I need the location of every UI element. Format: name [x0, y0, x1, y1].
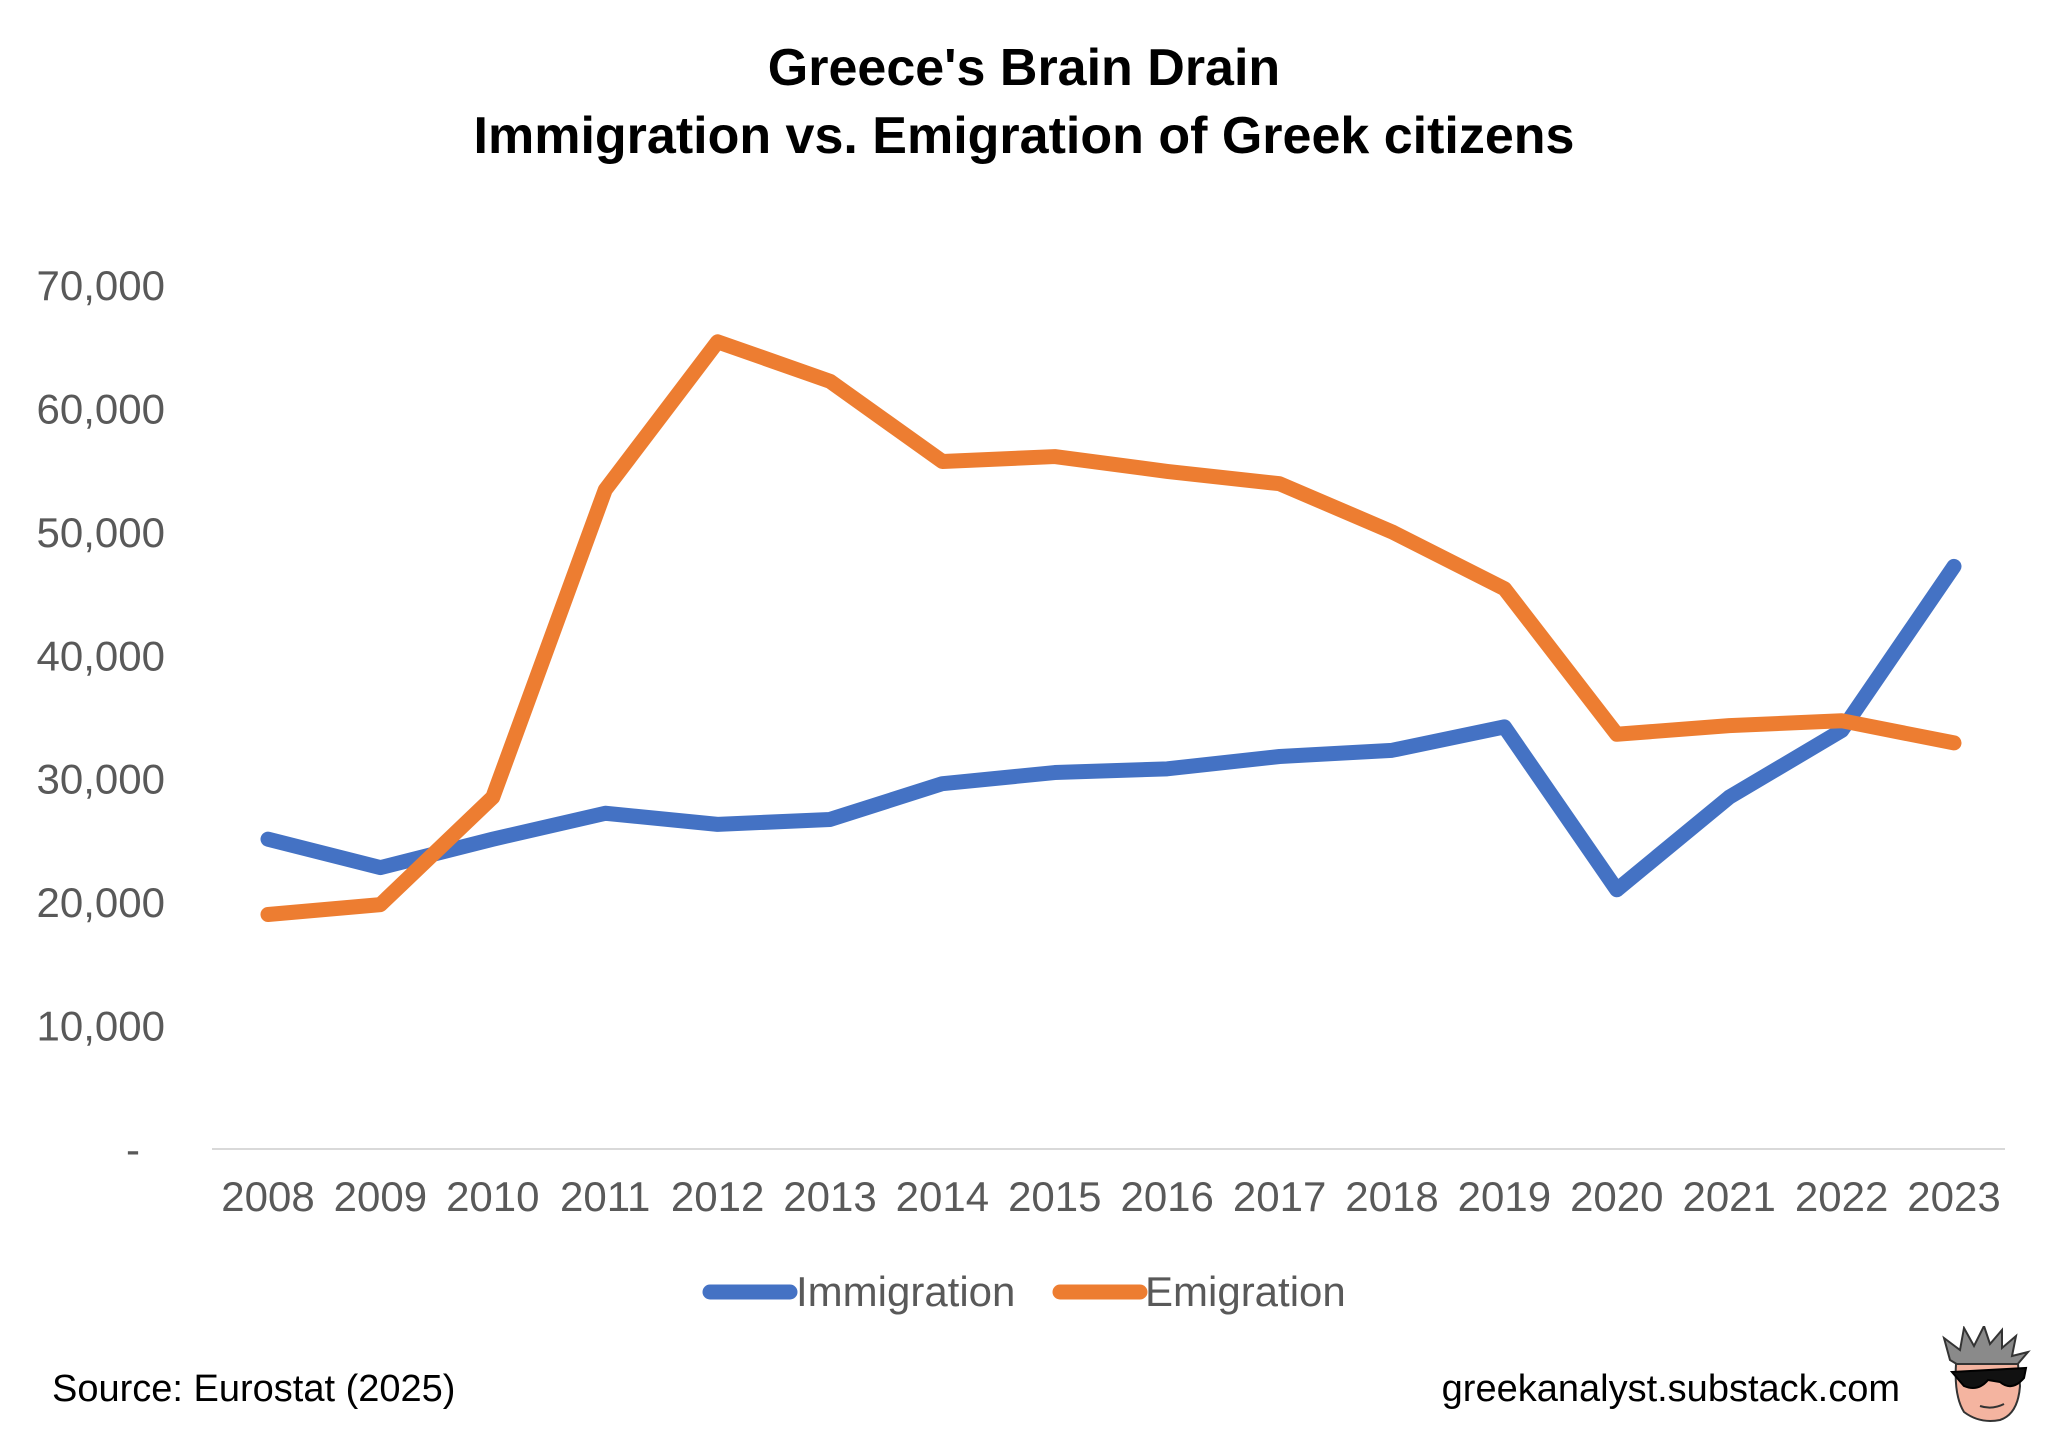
- legend-item-immigration: Immigration: [702, 1268, 1015, 1315]
- source-note: Source: Eurostat (2025): [52, 1368, 456, 1410]
- y-tick-label: 50,000: [37, 509, 165, 556]
- y-tick-label: 20,000: [37, 879, 165, 926]
- x-tick-label: 2013: [783, 1173, 876, 1220]
- x-tick-label: 2014: [896, 1173, 989, 1220]
- x-tick-label: 2010: [446, 1173, 539, 1220]
- x-tick-label: 2009: [334, 1173, 427, 1220]
- x-tick-label: 2012: [671, 1173, 764, 1220]
- x-tick-label: 2022: [1795, 1173, 1888, 1220]
- x-axis: 2008 2009 2010 2011 2012 2013 2014 2015 2016 2017…: [221, 1173, 2000, 1220]
- x-tick-label: 2019: [1458, 1173, 1551, 1220]
- x-tick-label: 2021: [1682, 1173, 1775, 1220]
- series-line-immigration: [260, 558, 1962, 898]
- x-tick-label: 2008: [221, 1173, 314, 1220]
- x-tick-label: 2023: [1907, 1173, 2000, 1220]
- legend-label: Emigration: [1145, 1268, 1346, 1315]
- series-layer: [260, 334, 1962, 922]
- series-emigration: [260, 334, 1962, 922]
- y-tick-label: -: [126, 1126, 140, 1173]
- x-tick-label: 2018: [1345, 1173, 1438, 1220]
- y-tick-label: 30,000: [37, 756, 165, 803]
- site-url: greekanalyst.substack.com: [1441, 1368, 1900, 1410]
- y-tick-label: 10,000: [37, 1003, 165, 1050]
- sunglasses-face-icon: [1942, 1326, 2031, 1422]
- x-tick-label: 2015: [1008, 1173, 1101, 1220]
- y-tick-label: 70,000: [37, 262, 165, 309]
- x-tick-label: 2011: [560, 1173, 650, 1220]
- x-tick-label: 2016: [1120, 1173, 1213, 1220]
- y-tick-label: 40,000: [37, 632, 165, 679]
- x-tick-label: 2017: [1233, 1173, 1326, 1220]
- legend-item-emigration: Emigration: [1052, 1268, 1346, 1315]
- y-tick-label: 60,000: [37, 385, 165, 432]
- chart-title-line2: Immigration vs. Emigration of Greek citi…: [473, 107, 1575, 165]
- legend-label: Immigration: [796, 1268, 1015, 1315]
- legend: Immigration Emigration: [702, 1268, 1346, 1315]
- series-line-emigration: [260, 334, 1962, 922]
- x-tick-label: 2020: [1570, 1173, 1663, 1220]
- chart-title-line1: Greece's Brain Drain: [767, 39, 1281, 97]
- y-axis: - 10,000 20,000 30,000 40,000 50,000 60,000 70,…: [37, 262, 165, 1173]
- series-immigration: [260, 558, 1962, 898]
